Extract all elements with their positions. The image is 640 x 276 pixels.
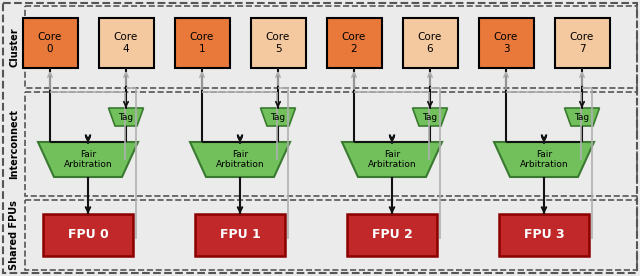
Bar <box>403 18 458 68</box>
Bar <box>43 214 133 256</box>
Polygon shape <box>260 108 296 126</box>
Text: Tag: Tag <box>422 113 438 121</box>
Text: Fair
Arbitration: Fair Arbitration <box>520 150 568 169</box>
Text: Tag: Tag <box>575 113 589 121</box>
Bar <box>99 18 154 68</box>
Text: Core
2: Core 2 <box>342 32 366 54</box>
Bar <box>22 18 77 68</box>
Bar <box>25 200 637 270</box>
Text: FPU 1: FPU 1 <box>220 229 260 242</box>
Polygon shape <box>413 108 447 126</box>
Text: Core
3: Core 3 <box>494 32 518 54</box>
Polygon shape <box>109 108 143 126</box>
Text: Fair
Arbitration: Fair Arbitration <box>368 150 416 169</box>
Text: Tag: Tag <box>271 113 285 121</box>
Text: Fair
Arbitration: Fair Arbitration <box>64 150 112 169</box>
Text: Core
6: Core 6 <box>418 32 442 54</box>
Text: Core
5: Core 5 <box>266 32 290 54</box>
Polygon shape <box>342 142 442 177</box>
Bar <box>250 18 305 68</box>
Polygon shape <box>494 142 594 177</box>
Bar <box>175 18 230 68</box>
Text: FPU 3: FPU 3 <box>524 229 564 242</box>
Bar <box>479 18 534 68</box>
Polygon shape <box>190 142 290 177</box>
Text: FPU 2: FPU 2 <box>372 229 412 242</box>
Text: Tag: Tag <box>118 113 134 121</box>
Text: Core
0: Core 0 <box>38 32 62 54</box>
Bar <box>499 214 589 256</box>
Polygon shape <box>38 142 138 177</box>
Text: FPU 0: FPU 0 <box>68 229 108 242</box>
Bar <box>326 18 381 68</box>
Text: Interconnect: Interconnect <box>9 109 19 179</box>
Bar <box>554 18 609 68</box>
Text: Core
1: Core 1 <box>190 32 214 54</box>
Bar <box>347 214 437 256</box>
Bar <box>195 214 285 256</box>
Text: Cluster: Cluster <box>9 27 19 67</box>
Bar <box>25 92 637 196</box>
Text: Shared FPUs: Shared FPUs <box>9 200 19 270</box>
Polygon shape <box>564 108 600 126</box>
Text: Core
4: Core 4 <box>114 32 138 54</box>
Text: Core
7: Core 7 <box>570 32 594 54</box>
Bar <box>25 6 637 88</box>
Text: Fair
Arbitration: Fair Arbitration <box>216 150 264 169</box>
